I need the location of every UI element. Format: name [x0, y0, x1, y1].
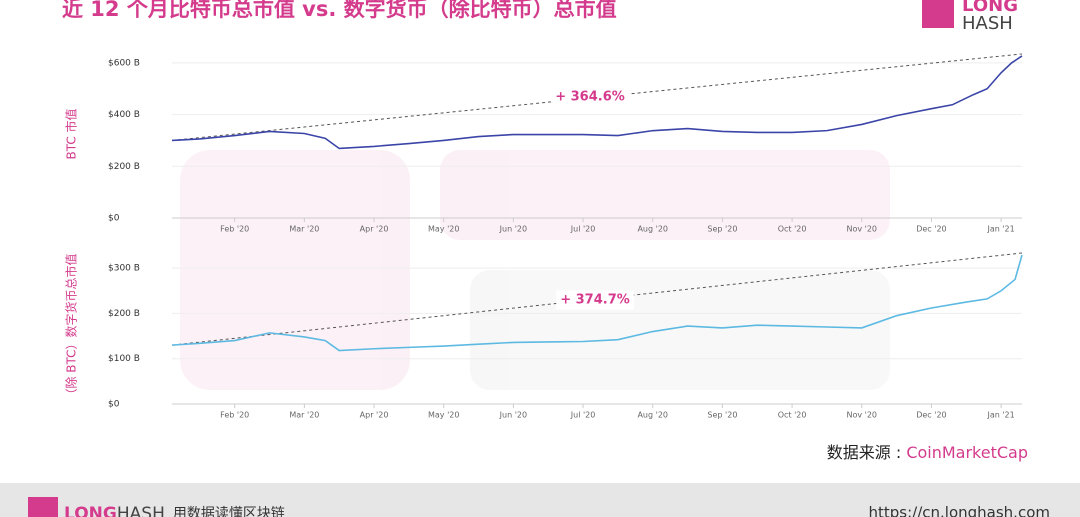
x-tick-label: Jan '21: [986, 411, 1014, 420]
y-axis-label: BTC 市值: [64, 108, 79, 159]
x-tick-label: May '20: [428, 225, 459, 234]
line: [171, 254, 1023, 352]
x-tick-label: Aug '20: [637, 411, 668, 420]
watermark: [180, 150, 890, 390]
x-tick-label: Nov '20: [846, 411, 877, 420]
logo-icon: [922, 0, 954, 28]
footer-url: https://cn.longhash.com: [869, 504, 1051, 517]
x-tick-label: Jan '21: [986, 225, 1014, 234]
y-tick-label: $200 B: [108, 162, 140, 172]
logo-bottom: HASH: [962, 13, 1013, 34]
annotation: + 374.7%: [560, 293, 630, 308]
x-tick-label: Sep '20: [707, 225, 737, 234]
x-tick-label: Jul '20: [570, 225, 596, 234]
x-tick-label: Apr '20: [360, 411, 389, 420]
y-tick-label: $600 B: [108, 58, 140, 68]
annotation: + 364.6%: [555, 90, 625, 105]
x-tick-label: Feb '20: [220, 225, 249, 234]
y-tick-label: $300 B: [108, 264, 140, 274]
line: [171, 55, 1023, 150]
footer-bar: [0, 483, 1080, 517]
source: 数据来源 : CoinMarketCap: [827, 443, 1028, 462]
y-tick-label: $400 B: [108, 110, 140, 120]
x-tick-label: Feb '20: [220, 411, 249, 420]
source-name: CoinMarketCap: [906, 443, 1028, 462]
x-tick-label: Nov '20: [846, 225, 877, 234]
y-tick-label: $0: [108, 214, 120, 224]
footer-icon: [28, 497, 58, 517]
annotation-bg: [556, 290, 634, 310]
annotation-bg: [551, 87, 629, 107]
title: 近 12 个月比特币总市值 vs. 数字货币（除比特币）总市值: [62, 0, 617, 21]
source-label: 数据来源 :: [827, 443, 907, 462]
footer-brand: LONGHASH 用数据读懂区块链: [64, 504, 285, 517]
footer-slogan: 用数据读懂区块链: [173, 505, 285, 517]
x-tick-label: Mar '20: [289, 225, 319, 234]
x-tick-label: Mar '20: [289, 411, 319, 420]
y-axis-label: （除 BTC）数字货币总市值: [64, 253, 79, 400]
x-tick-label: Jul '20: [570, 411, 596, 420]
footer-brand-light: HASH: [117, 504, 165, 517]
x-tick-label: Dec '20: [916, 225, 946, 234]
y-tick-label: $200 B: [108, 309, 140, 319]
x-tick-label: Apr '20: [360, 225, 389, 234]
footer-brand-bold: LONG: [64, 504, 117, 517]
x-tick-label: Sep '20: [707, 411, 737, 420]
x-tick-label: Aug '20: [637, 225, 668, 234]
x-tick-label: Jun '20: [499, 225, 527, 234]
x-tick-label: Oct '20: [778, 411, 807, 420]
x-tick-label: May '20: [428, 411, 459, 420]
x-tick-label: Oct '20: [778, 225, 807, 234]
logo-top: LONG: [962, 0, 1018, 16]
x-tick-label: Jun '20: [499, 411, 527, 420]
x-tick-label: Dec '20: [916, 411, 946, 420]
y-tick-label: $0: [108, 400, 120, 410]
y-tick-label: $100 B: [108, 354, 140, 364]
